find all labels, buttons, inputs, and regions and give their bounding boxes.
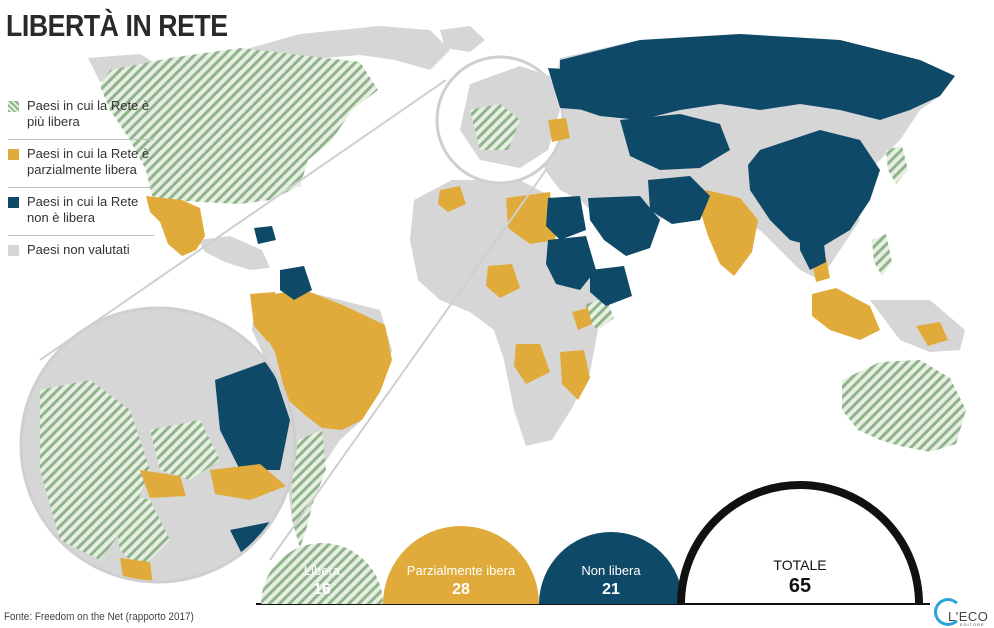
legend-item-notfree: Paesi in cui la Rete non è libera — [8, 188, 154, 236]
philippines — [872, 234, 892, 276]
libya-region — [506, 192, 556, 244]
malaysia — [840, 302, 862, 330]
morocco — [438, 186, 466, 212]
legend: Paesi in cui la Rete è più libera Paesi … — [8, 92, 154, 267]
total-notfree-label: Non libera — [581, 563, 641, 578]
total-notfree-value: 21 — [602, 581, 620, 598]
legend-item-partial: Paesi in cui la Rete è parzialmente libe… — [8, 140, 154, 188]
total-all-ring — [677, 481, 923, 605]
not-free-countries — [254, 34, 955, 306]
mexico — [146, 196, 205, 256]
colombia-peru — [250, 292, 282, 342]
total-free-label: Libera — [304, 563, 341, 578]
legend-label: Paesi non valutati — [27, 242, 130, 257]
kazakhstan-central-asia — [620, 114, 730, 170]
logo-subtext: EDITORE — [960, 622, 985, 627]
egypt — [546, 196, 586, 240]
northwest-africa — [440, 212, 490, 262]
publisher-logo: L'ECO EDITORE — [930, 598, 992, 628]
partly-free-countries — [146, 186, 948, 430]
logo-text: L'ECO — [948, 609, 989, 624]
india — [700, 190, 758, 276]
legend-item-none: Paesi non valutati — [8, 236, 154, 267]
brazil — [262, 288, 392, 430]
ethiopia — [590, 266, 632, 306]
iran — [648, 176, 710, 224]
total-all-value: 65 — [789, 575, 811, 597]
total-all-label: TOTALE — [773, 557, 826, 573]
total-partial-label: Parzialmente ibera — [407, 563, 516, 578]
total-partial-value: 28 — [452, 581, 470, 598]
russia — [560, 34, 955, 120]
uganda — [572, 308, 592, 330]
legend-item-free: Paesi in cui la Rete è più libera — [8, 92, 154, 140]
legend-label: Paesi in cui la Rete è parzialmente libe… — [27, 146, 150, 177]
nigeria — [486, 264, 520, 298]
total-notfree-semicircle — [539, 532, 683, 604]
australia — [842, 360, 966, 452]
central-america — [198, 236, 270, 270]
partial-swatch — [8, 149, 19, 160]
zoom-connector-top — [39, 79, 447, 361]
zoom-connector-bottom — [269, 169, 547, 561]
logo-ring-icon — [934, 598, 962, 626]
png — [916, 322, 948, 346]
kenya — [586, 298, 614, 330]
vietnam-myanmar — [800, 226, 826, 270]
not-rated-swatch — [8, 245, 19, 256]
source-note: Fonte: Freedom on the Net (rapporto 2017… — [4, 611, 194, 623]
usa-canada — [100, 48, 378, 204]
venezuela — [280, 266, 312, 300]
legend-label: Paesi in cui la Rete non è libera — [27, 194, 139, 225]
legend-label: Paesi in cui la Rete è più libera — [27, 98, 150, 129]
notfree-swatch — [8, 197, 19, 208]
saudi-arabia — [588, 196, 660, 256]
free-swatch — [8, 101, 19, 112]
sudan — [546, 236, 596, 290]
angola — [514, 344, 550, 384]
china — [748, 130, 880, 248]
cuba — [254, 226, 276, 244]
iceland-region — [440, 26, 485, 52]
total-free-value: 16 — [313, 581, 331, 598]
japan — [886, 146, 908, 184]
page-title: LIBERTÀ IN RETE — [6, 8, 228, 43]
total-free-semicircle — [261, 543, 383, 604]
zambia-zimbabwe — [560, 350, 590, 400]
total-partial-semicircle — [383, 526, 539, 604]
